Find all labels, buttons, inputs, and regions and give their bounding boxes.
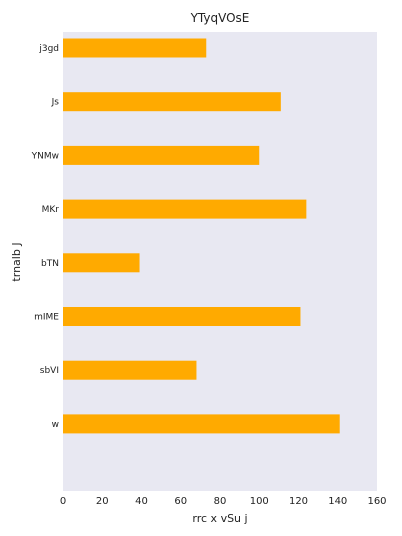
y-tick-label: sbVI [40,366,59,376]
y-tick-label: bTN [41,259,59,269]
x-tick-label: 160 [367,496,386,507]
x-tick-label: 100 [250,496,269,507]
bar-w [63,414,340,434]
y-tick-label: w [52,420,59,430]
y-axis-label: trnalb J [10,242,23,281]
bar-j3gd [63,38,207,58]
bar-mIME [63,307,301,326]
bar-YNMw [63,145,260,165]
x-tick-label: 120 [289,496,308,507]
x-tick-label: 40 [135,496,148,507]
x-tick-label: 140 [328,496,347,507]
y-tick-label: Js [51,98,60,108]
bar-sbVI [63,360,197,380]
x-axis-label: rrc x vSu j [192,512,247,525]
y-axis-tick-labels: j3gd Js YNMw MKr bTN mIME sbVI w [31,44,60,430]
x-tick-label: 0 [60,496,66,507]
bar-MKr [63,199,307,219]
bar-bTN [63,253,140,273]
bar-group [63,38,340,434]
chart-title: YTyqVOsE [190,11,250,25]
bar-Js [63,92,281,112]
x-tick-label: 20 [96,496,109,507]
x-tick-label: 60 [174,496,187,507]
y-tick-label: mIME [34,313,59,323]
y-tick-label: j3gd [38,44,59,54]
x-tick-label: 80 [214,496,227,507]
y-tick-label: MKr [42,205,60,215]
x-axis-tick-labels: 0 20 40 60 80 100 120 140 160 [60,496,387,507]
y-tick-label: YNMw [31,151,59,161]
